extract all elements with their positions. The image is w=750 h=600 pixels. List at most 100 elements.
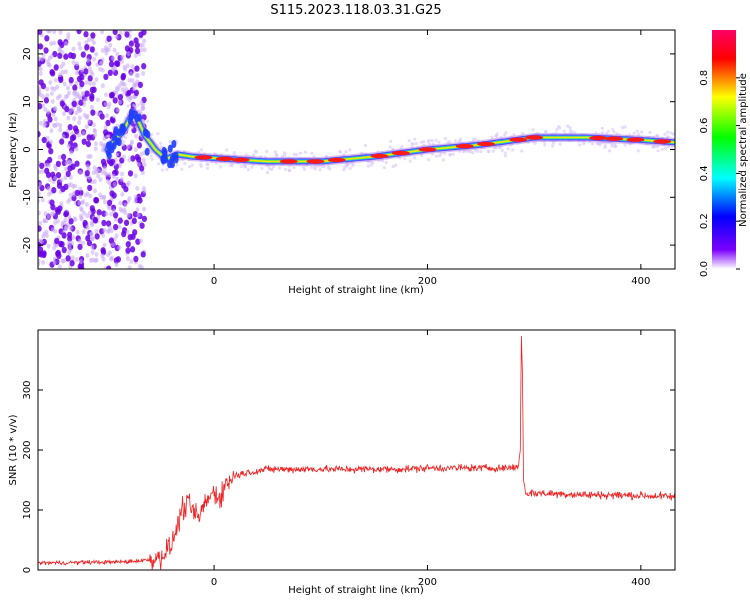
noise-speck	[107, 199, 113, 206]
noise-speck	[107, 205, 112, 211]
halo-speck	[400, 144, 404, 148]
halo-speck	[479, 149, 483, 154]
halo-speck	[578, 143, 582, 147]
halo-speck	[265, 149, 269, 154]
halo-speck	[430, 138, 434, 143]
noise-speck	[140, 106, 145, 112]
noise-speck	[48, 80, 53, 85]
chirp-blob	[161, 146, 167, 155]
noise-speck	[74, 160, 80, 167]
halo-speck	[486, 149, 490, 153]
halo-speck	[292, 152, 296, 156]
noise-speck	[103, 129, 109, 136]
ridge-peak	[194, 155, 213, 160]
noise-speck	[82, 210, 87, 216]
halo-speck	[476, 149, 480, 153]
noise-speck	[50, 70, 56, 77]
noise-speck	[58, 127, 63, 133]
noise-speck	[82, 219, 88, 227]
halo-speck	[414, 141, 418, 146]
noise-speck	[48, 148, 54, 155]
chirp-blob	[105, 141, 111, 150]
snr-series-line	[38, 335, 675, 570]
halo-speck	[595, 141, 599, 145]
noise-speck	[132, 211, 138, 218]
halo-speck	[124, 136, 128, 140]
noise-speck	[111, 208, 116, 214]
noise-speck	[77, 243, 83, 251]
noise-speck	[87, 184, 93, 192]
noise-speck	[133, 37, 139, 44]
noise-speck	[62, 81, 67, 87]
noise-speck	[100, 30, 105, 35]
noise-speck	[94, 77, 99, 82]
noise-speck	[134, 47, 141, 54]
halo-speck	[552, 141, 556, 145]
noise-speck	[82, 98, 87, 104]
noise-speck	[70, 240, 75, 246]
noise-speck	[61, 246, 67, 254]
noise-speck	[126, 180, 131, 186]
chirp-blob	[128, 112, 134, 121]
noise-speck	[90, 250, 95, 255]
spectrogram-xlabel: Height of straight line (km)	[288, 285, 424, 296]
noise-speck	[45, 93, 50, 98]
noise-speck	[139, 100, 144, 106]
noise-speck	[55, 122, 60, 127]
noise-speck	[117, 217, 123, 224]
halo-speck	[636, 132, 641, 136]
noise-speck	[44, 218, 49, 224]
figure-title: S115.2023.118.03.31.G25	[270, 3, 441, 18]
noise-speck	[72, 183, 77, 189]
noise-speck	[66, 32, 71, 37]
halo-speck	[568, 128, 573, 132]
halo-speck	[105, 134, 110, 138]
noise-speck	[48, 139, 53, 145]
noise-speck	[126, 51, 131, 56]
halo-speck	[326, 166, 331, 170]
noise-speck	[109, 190, 115, 197]
noise-speck	[68, 218, 74, 225]
chirp-blob	[173, 155, 179, 164]
noise-speck	[89, 92, 95, 100]
noise-speck	[127, 157, 132, 163]
noise-speck	[38, 220, 43, 226]
noise-speck	[57, 154, 62, 160]
noise-speck	[64, 105, 70, 113]
noise-speck	[45, 86, 50, 92]
ridge-peak	[327, 157, 346, 163]
noise-speck	[94, 228, 99, 234]
halo-speck	[344, 150, 348, 154]
ridge-peak	[231, 157, 250, 162]
halo-speck	[348, 166, 352, 170]
halo-speck	[229, 163, 233, 167]
noise-speck	[102, 228, 107, 234]
noise-speck	[61, 153, 67, 161]
halo-speck	[448, 152, 452, 156]
halo-speck	[278, 166, 282, 170]
halo-speck	[271, 165, 276, 169]
noise-speck	[46, 214, 51, 220]
ridge-peak	[477, 141, 496, 147]
noise-speck	[38, 103, 43, 110]
snr-ticks: 0 200 400 0 100 200 300	[22, 330, 675, 588]
noise-speck	[38, 130, 41, 138]
halo-speck	[232, 151, 236, 155]
halo-speck	[408, 159, 412, 163]
noise-speck	[46, 62, 51, 67]
noise-speck	[127, 77, 132, 83]
noise-speck	[133, 53, 138, 58]
halo-speck	[623, 143, 627, 147]
noise-speck	[103, 125, 108, 130]
noise-speck	[83, 192, 88, 198]
noise-speck	[93, 141, 98, 147]
noise-speck	[61, 134, 66, 140]
noise-speck	[102, 242, 107, 248]
noise-speck	[100, 247, 106, 254]
noise-speck	[77, 200, 82, 206]
noise-speck	[93, 197, 99, 204]
noise-speck	[99, 60, 104, 66]
noise-speck	[133, 89, 139, 97]
halo-speck	[503, 133, 507, 137]
x-tick-label: 400	[631, 276, 650, 287]
